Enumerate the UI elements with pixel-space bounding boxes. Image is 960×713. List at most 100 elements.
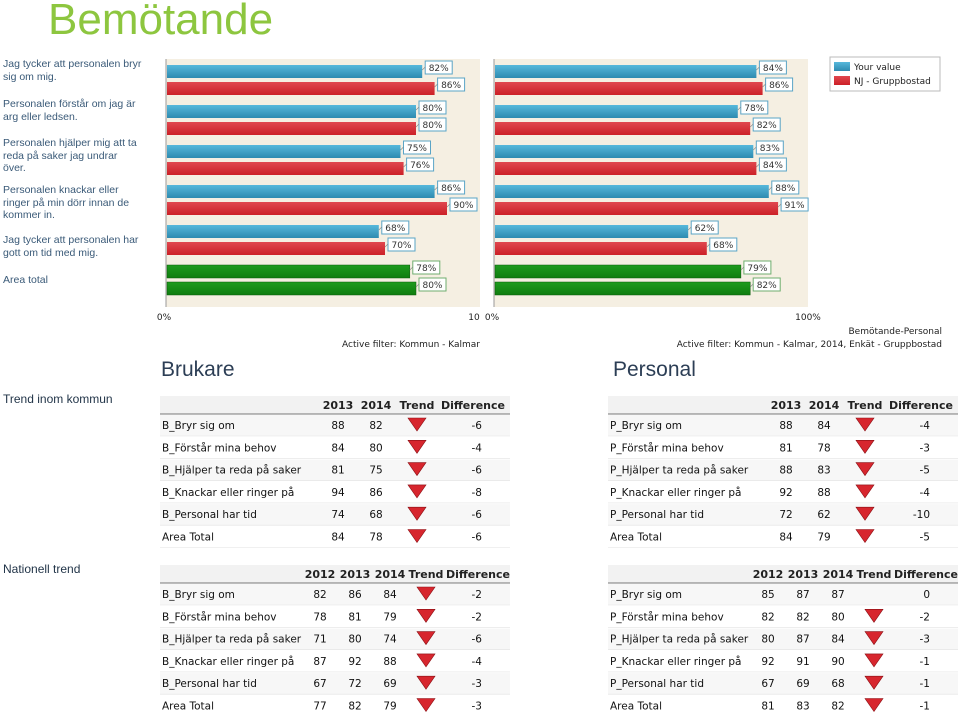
row-label: P_Knackar eller ringer på: [610, 486, 742, 499]
difference-value: -4: [920, 487, 931, 499]
cell-value: 81: [348, 611, 361, 623]
cell-value: 88: [383, 656, 396, 668]
data-label-box: [381, 220, 410, 235]
difference-value: -1: [920, 701, 930, 713]
row-label: P_Bryr sig om: [610, 420, 682, 432]
table-row: Area Total 77 82 79 -3: [162, 698, 482, 713]
data-label: 78%: [744, 104, 764, 114]
trend-down-icon: [864, 698, 884, 713]
data-label-box: [771, 180, 800, 195]
cell-value: 79: [383, 611, 396, 623]
data-label-box: [780, 197, 809, 212]
data-label: 80%: [422, 104, 442, 114]
table-row: P_Personal har tid 67 69 68 -1: [610, 675, 930, 690]
bar: [495, 65, 757, 78]
bar: [167, 82, 435, 95]
data-label: 68%: [713, 241, 733, 251]
trend-down-icon: [407, 484, 427, 499]
data-label-leader: [756, 163, 760, 168]
data-label: 76%: [410, 161, 430, 171]
question-label-2: Personalen förstår om jag är arg eller l…: [3, 98, 136, 123]
difference-value: -3: [920, 442, 930, 454]
data-label-box: [418, 277, 447, 292]
data-label: 82%: [429, 64, 449, 74]
table-header-background: [160, 565, 510, 583]
row-label: Area Total: [610, 701, 662, 713]
data-label-leader: [415, 123, 420, 128]
row-label: P_Förstår mina behov: [610, 441, 724, 454]
cell-value: 84: [779, 532, 793, 544]
question-label-total: Area total: [3, 274, 48, 286]
cell-value: 81: [331, 465, 344, 477]
data-label-leader: [421, 66, 426, 71]
data-label: 91%: [785, 201, 805, 211]
difference-value: -6: [472, 634, 483, 646]
chart-legend: Your value NJ - Gruppbostad: [829, 56, 941, 92]
axis-tick-label-left: 0%: [485, 313, 500, 323]
data-label: 82%: [757, 121, 777, 131]
cell-value: 80: [831, 611, 844, 623]
data-label: 68%: [385, 224, 405, 234]
row-label: P_Förstår mina behov: [610, 610, 724, 623]
trend-down-icon: [416, 631, 436, 646]
trend-down-icon: [407, 440, 427, 454]
table-row: P_Personal har tid 72 62 -10: [610, 506, 930, 521]
difference-value: -2: [472, 611, 482, 623]
table-row: B_Hjälper ta reda på saker 71 80 74 -6: [162, 631, 483, 646]
trend-down-icon: [855, 462, 875, 477]
data-label-box: [752, 277, 781, 292]
trend-down-icon: [855, 440, 875, 454]
trend-down-icon: [407, 506, 427, 521]
data-label: 80%: [422, 281, 442, 291]
data-label: 84%: [763, 161, 783, 171]
table-row: B_Bryr sig om 82 86 84 -2: [162, 586, 482, 601]
data-label: 80%: [422, 121, 442, 131]
trend-down-icon: [864, 675, 884, 690]
row-label: B_Hjälper ta reda på saker: [162, 633, 302, 646]
trend-down-icon: [416, 586, 436, 601]
cell-value: 90: [831, 656, 844, 668]
data-label-box: [755, 140, 784, 155]
data-label-leader: [403, 163, 407, 168]
cell-value: 88: [779, 420, 792, 432]
column-header: Difference: [441, 399, 505, 412]
row-label: B_Knackar eller ringer på: [162, 655, 294, 668]
table-row: P_Knackar eller ringer på 92 88 -4: [610, 484, 931, 499]
legend-label-your-value: Your value: [853, 63, 901, 73]
data-label-box: [403, 140, 431, 155]
trend-down-icon: [855, 529, 875, 544]
legend-label-comparison: NJ - Gruppbostad: [854, 77, 931, 87]
difference-value: -1: [920, 678, 930, 690]
cell-value: 84: [331, 532, 345, 544]
data-label: 84%: [763, 64, 783, 74]
data-label-leader: [777, 203, 782, 208]
axis-tick-label-right: 100%: [795, 313, 821, 323]
bar: [167, 122, 416, 135]
data-label-leader: [768, 186, 773, 191]
data-label: 86%: [769, 81, 789, 91]
data-label-box: [709, 237, 738, 252]
data-label-box: [437, 180, 466, 195]
table-row: B_Personal har tid 67 72 69 -3: [162, 675, 482, 690]
data-label-box: [690, 220, 719, 235]
bar: [495, 122, 751, 135]
bar: [495, 162, 757, 175]
table-row: P_Hjälper ta reda på saker 80 87 84 -3: [610, 631, 930, 646]
cell-value: 78: [313, 611, 326, 623]
difference-value: -3: [472, 701, 482, 713]
cell-value: 88: [779, 465, 792, 477]
national-trend-table-brukare: 2012 2013 2014 Trend Difference B_Bryr sig om…: [160, 565, 510, 713]
cell-value: 82: [348, 701, 361, 713]
difference-value: -10: [913, 509, 930, 521]
table-row: P_Bryr sig om 88 84 -4: [610, 417, 930, 432]
column-header: 2013: [340, 568, 371, 581]
row-label: Area Total: [162, 532, 214, 544]
bar: [167, 65, 423, 78]
table-row: B_Personal har tid 74 68 -6: [162, 506, 482, 521]
data-label: 90%: [453, 201, 473, 211]
data-label: 88%: [775, 184, 795, 194]
cell-value: 80: [348, 634, 361, 646]
cell-value: 82: [313, 589, 326, 601]
column-header: 2013: [323, 399, 354, 412]
data-label: 86%: [441, 81, 461, 91]
